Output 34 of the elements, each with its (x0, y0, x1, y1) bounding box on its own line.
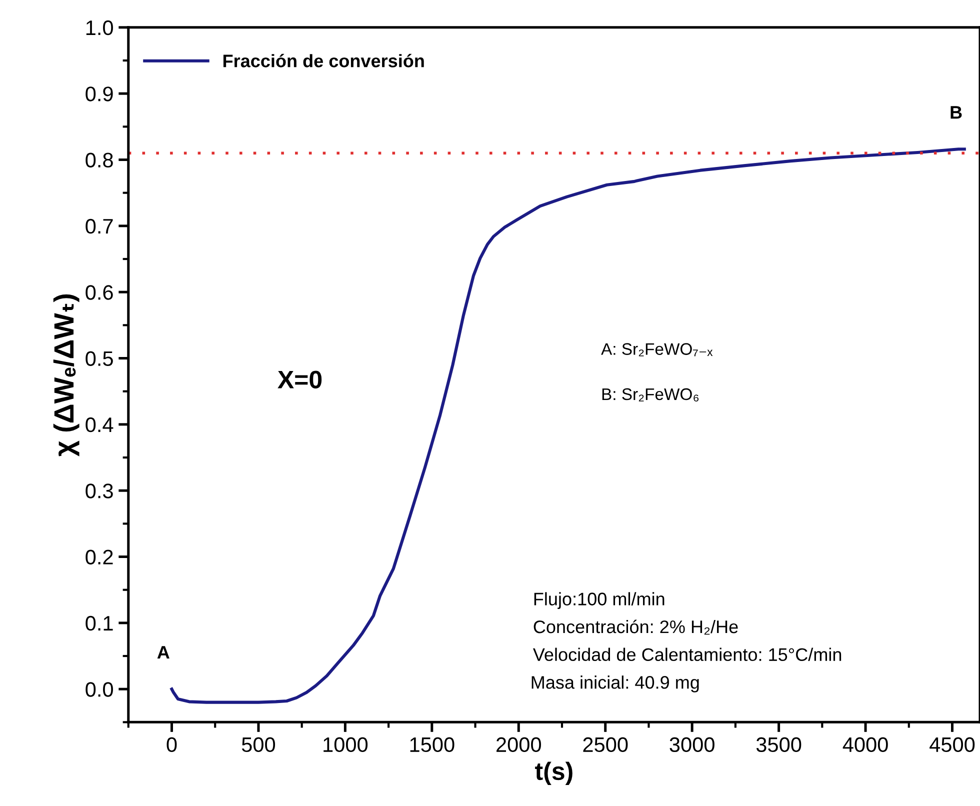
y-tick-label: 0.6 (86, 285, 113, 300)
annotation: Masa inicial: 40.9 mg (532, 676, 699, 692)
y-tick-label: 1.0 (86, 20, 113, 36)
y-tick-label: 0.0 (86, 682, 113, 697)
annotation: A: Sr₂FeWO₇₋ₓ (601, 343, 713, 356)
x-tick-label: 0 (166, 737, 177, 752)
x-tick-label: 3500 (756, 737, 802, 752)
annotation: B (950, 106, 962, 119)
annotation: Flujo:100 ml/min (534, 592, 664, 610)
y-tick-label: 0.1 (86, 616, 113, 631)
x-axis-title: t(s) (535, 762, 572, 786)
x-tick-label: 3000 (670, 737, 714, 752)
y-axis-title: χ (ΔWₑ/ΔWₜ) (53, 294, 80, 456)
y-tick-label: 0.9 (86, 86, 113, 102)
y-tick-label: 0.3 (86, 484, 113, 498)
y-tick-label: 0.2 (86, 550, 113, 565)
x-tick-label: 2500 (583, 737, 628, 752)
annotation: B: Sr₂FeWO₆ (602, 388, 699, 402)
legend-label: Fracción de conversión (223, 54, 424, 68)
y-tick-label: 0.4 (86, 417, 114, 432)
x-tick-label: 4500 (930, 737, 975, 752)
x-tick-label: 4000 (842, 737, 888, 752)
annotation: A (157, 646, 170, 659)
y-tick-label: 0.5 (86, 351, 113, 366)
y-tick-label: 0.8 (86, 152, 113, 168)
annotation: Velocidad de Calentamiento: 15°C/min (532, 648, 842, 662)
annotation: Concentración: 2% H₂/He (534, 620, 738, 635)
x-tick-label: 1000 (324, 737, 368, 752)
x-tick-label: 2000 (496, 737, 541, 752)
line-series (170, 148, 966, 704)
y-tick-label: 0.7 (86, 218, 113, 234)
annotation: X=0 (278, 370, 322, 388)
x-tick-label: 1500 (410, 737, 454, 752)
x-tick-label: 500 (242, 737, 276, 752)
